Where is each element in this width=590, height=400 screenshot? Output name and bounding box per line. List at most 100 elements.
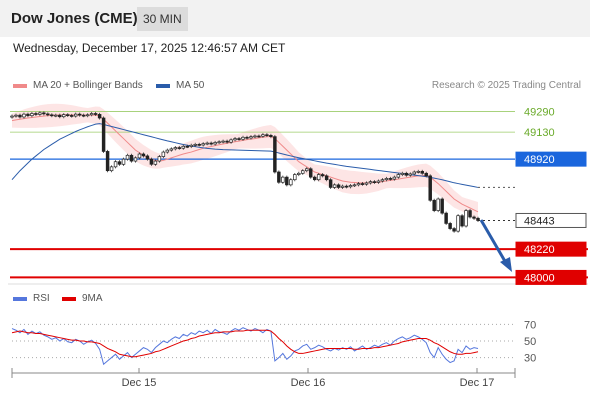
level-label-49130: 49130 (524, 127, 555, 139)
candle-body (42, 112, 46, 115)
candle-body (448, 223, 452, 229)
legend-rsi-label: RSI (33, 293, 50, 304)
candle-body (237, 138, 241, 140)
legend-ma20-label: MA 20 + Bollinger Bands (33, 80, 143, 91)
ma20-line (11, 114, 479, 213)
x-axis-label-dec-16: Dec 16 (291, 377, 326, 389)
candle-body (301, 170, 305, 174)
candle-body (185, 145, 189, 148)
rsi-axis-label-30: 30 (524, 353, 536, 365)
candle-body (336, 184, 341, 188)
candle-body (344, 185, 349, 188)
candle-body (408, 173, 413, 176)
level-tag-48000 (515, 269, 587, 285)
candle-body (229, 139, 233, 143)
candle-body (225, 140, 229, 143)
candle-body (117, 161, 122, 165)
candle-body (372, 181, 377, 183)
candle-body (308, 168, 313, 178)
level-label-49290: 49290 (524, 107, 555, 119)
legend-rsi-ma-label: 9MA (82, 293, 103, 304)
candle-body (269, 135, 273, 137)
instrument-title: Dow Jones (CME) (11, 10, 138, 27)
candle-body (297, 172, 301, 175)
timeframe-badge[interactable]: 30 MIN (137, 7, 188, 31)
candle-body (265, 134, 269, 137)
level-tag-48443 (515, 212, 587, 228)
candle-body (356, 183, 361, 186)
candle-body (253, 135, 257, 138)
candle-body (281, 176, 285, 183)
candle-body (245, 136, 249, 139)
candle-body (348, 185, 353, 188)
candle-body (173, 147, 178, 150)
candle-body (261, 134, 265, 137)
candle-body (113, 161, 118, 168)
level-tag-text-48443: 48443 (524, 215, 555, 227)
candle-body (197, 144, 201, 146)
rsi-axis-label-50: 50 (524, 336, 536, 348)
time-axis: Dec 15 Dec 16 Dec 17 (11, 368, 516, 389)
header-bar: Dow Jones (CME) 30 MIN (0, 0, 590, 37)
candle-body (320, 174, 325, 177)
candle-body (384, 178, 389, 181)
candle-body (77, 113, 82, 116)
candle-body (189, 144, 193, 147)
candle-body (432, 199, 436, 211)
ma20-swatch-icon (13, 83, 27, 88)
level-tag-48220 (515, 241, 587, 257)
candle-body (404, 172, 409, 176)
candle-body (233, 138, 237, 141)
candle-body (26, 113, 30, 117)
candle-body (157, 156, 162, 162)
candle-body (34, 113, 38, 115)
candle-body (18, 114, 22, 118)
price-tags: 49290 49130 48920 48443 48220 48000 (515, 107, 587, 285)
candle-body (73, 113, 78, 117)
candle-body (205, 142, 209, 145)
candle-body (93, 113, 98, 115)
candle-body (249, 136, 253, 139)
x-axis-label-dec-15: Dec 15 (122, 377, 157, 389)
candle-body (125, 154, 130, 160)
rsi-swatch-icon (13, 296, 27, 301)
price-level-lines (10, 111, 588, 279)
candle-body (46, 113, 50, 116)
candle-body (177, 147, 182, 149)
moving-averages (11, 114, 479, 213)
candle-body (38, 112, 42, 115)
candle-body (285, 176, 289, 186)
candle-body (380, 179, 385, 182)
legend-ma50-label: MA 50 (176, 80, 205, 91)
candle-body (436, 198, 440, 211)
candle-body (217, 141, 221, 144)
legend-rsi-ma: 9MA (62, 293, 103, 304)
candle-body (368, 181, 373, 184)
forecast-arrow-head-icon (500, 257, 512, 272)
candle-body (213, 142, 217, 145)
candle-body (360, 183, 365, 185)
candle-body (181, 145, 185, 149)
candle-body (241, 136, 245, 140)
candle-body (392, 176, 397, 180)
legend-ma20: MA 20 + Bollinger Bands (13, 80, 143, 91)
forecast-arrow-shaft (479, 219, 508, 264)
candle-body (66, 114, 70, 117)
candle-body (305, 168, 309, 172)
candle-body (273, 136, 277, 173)
bollinger-band (12, 103, 478, 222)
candle-body (396, 174, 401, 178)
level-tag-48920 (515, 151, 587, 167)
candle-body (416, 171, 420, 173)
candle-body (400, 172, 405, 175)
candle-body (376, 180, 381, 183)
candle-body (133, 157, 138, 162)
candle-body (452, 228, 456, 232)
candle-body (332, 184, 337, 188)
candle-body (149, 158, 154, 165)
level-tag-text-48920: 48920 (524, 154, 555, 166)
rsi-line (11, 327, 479, 366)
candle-body (476, 217, 480, 221)
candle-body (472, 216, 476, 219)
